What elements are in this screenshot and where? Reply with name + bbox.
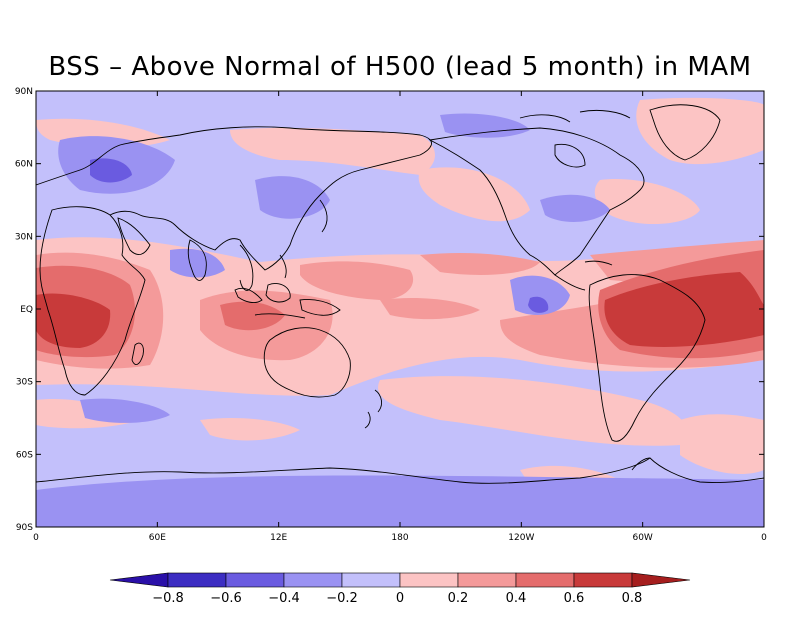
contour-moderate-positive	[420, 252, 540, 275]
contour-weak-positive	[680, 414, 764, 475]
colorbar-box	[457, 572, 517, 588]
coastline-japan	[319, 199, 328, 233]
coastline-antarctica	[36, 457, 764, 484]
colorbar-label: 0.6	[564, 591, 585, 606]
contour-max-positive	[36, 293, 111, 348]
contour-weak-positive	[636, 97, 764, 165]
colorbar-min-triangle	[109, 572, 169, 588]
colorbar-label: −0.2	[326, 591, 358, 606]
coastline-south-america	[588, 274, 706, 442]
colorbar-label: 0.2	[448, 591, 469, 606]
coastline-india	[187, 239, 207, 281]
contour-weak-negative	[36, 475, 764, 527]
coastline-africa	[39, 206, 146, 396]
coastline-arabia	[117, 217, 151, 256]
colorbar-box	[283, 572, 343, 588]
coastlines	[36, 104, 764, 484]
lat-label: EQ	[20, 305, 33, 315]
contour-weak-positive	[440, 393, 540, 417]
contour-strong-positive	[220, 301, 285, 331]
contour-moderate-negative	[90, 158, 132, 183]
contour-weak-positive	[230, 127, 435, 175]
coastline-eurasia	[36, 126, 432, 271]
colorbar-label: 0.8	[622, 591, 643, 606]
colorbar: −0.8 −0.6 −0.4 −0.2 0 0.2 0.4 0.6 0.8	[109, 572, 691, 606]
lat-label: 60N	[15, 160, 33, 170]
colorbar-box	[341, 572, 401, 588]
coastline-hudson-bay	[554, 143, 586, 168]
coastline-caribbean	[584, 260, 613, 266]
coastline-greenland	[649, 104, 721, 161]
lon-label: 60E	[149, 533, 166, 543]
colorbar-label: −0.4	[268, 591, 300, 606]
lon-label: 120W	[508, 533, 534, 543]
contour-weak-negative	[255, 176, 330, 219]
lat-label: 30S	[16, 378, 33, 388]
contour-weak-negative	[80, 398, 170, 423]
colorbar-box	[225, 572, 285, 588]
contour-moderate-negative	[528, 296, 549, 313]
coastline-central-america	[554, 274, 586, 291]
lon-label: 0	[761, 533, 767, 543]
coastline-philippines	[279, 254, 287, 279]
contour-field	[36, 91, 764, 527]
contour-weak-negative	[510, 275, 570, 315]
latitude-axis: 90N 60N 30N EQ 30S 60S 90S	[15, 87, 764, 533]
coastline-java	[254, 313, 306, 319]
coastline-australia	[263, 327, 351, 398]
colorbar-box	[167, 572, 227, 588]
coastline-indochina	[239, 244, 254, 291]
lon-label: 12E	[270, 533, 287, 543]
contour-max-positive	[604, 272, 764, 347]
colorbar-label: 0	[396, 591, 404, 606]
lon-label: 60W	[632, 533, 652, 543]
contour-weak-negative	[440, 113, 530, 138]
colorbar-box	[399, 572, 459, 588]
coastline-madagascar	[131, 342, 144, 366]
lat-label: 30N	[15, 232, 33, 242]
coastline-new-zealand	[364, 389, 382, 429]
coastline-antarctic-peninsula	[631, 457, 651, 471]
contour-weak-negative	[170, 248, 225, 278]
contour-moderate-positive	[380, 298, 480, 320]
colorbar-box	[515, 572, 575, 588]
colorbar-box	[573, 572, 633, 588]
lat-label: 60S	[16, 450, 33, 460]
colorbar-label: 0.4	[506, 591, 527, 606]
colorbar-label: −0.8	[152, 591, 184, 606]
map-title: BSS – Above Normal of H500 (lead 5 month…	[48, 52, 752, 82]
lon-label: 180	[391, 533, 408, 543]
coastline-north-america	[428, 127, 645, 276]
contour-weak-positive	[594, 179, 700, 225]
coastline-borneo	[265, 283, 291, 303]
contour-weak-negative	[540, 194, 610, 222]
colorbar-label: −0.6	[210, 591, 242, 606]
lat-label: 90S	[16, 523, 33, 533]
lon-label: 0	[33, 533, 39, 543]
longitude-axis: 0 60E 12E 180 120W 60W 0	[33, 91, 767, 543]
coastline-arctic-islands	[519, 109, 631, 123]
contour-weak-positive	[200, 418, 300, 441]
coastline-new-guinea	[299, 299, 341, 316]
coastline-sumatra	[234, 287, 263, 304]
lat-label: 90N	[15, 87, 33, 97]
contour-moderate-positive	[300, 261, 414, 300]
colorbar-max-triangle	[631, 572, 691, 588]
